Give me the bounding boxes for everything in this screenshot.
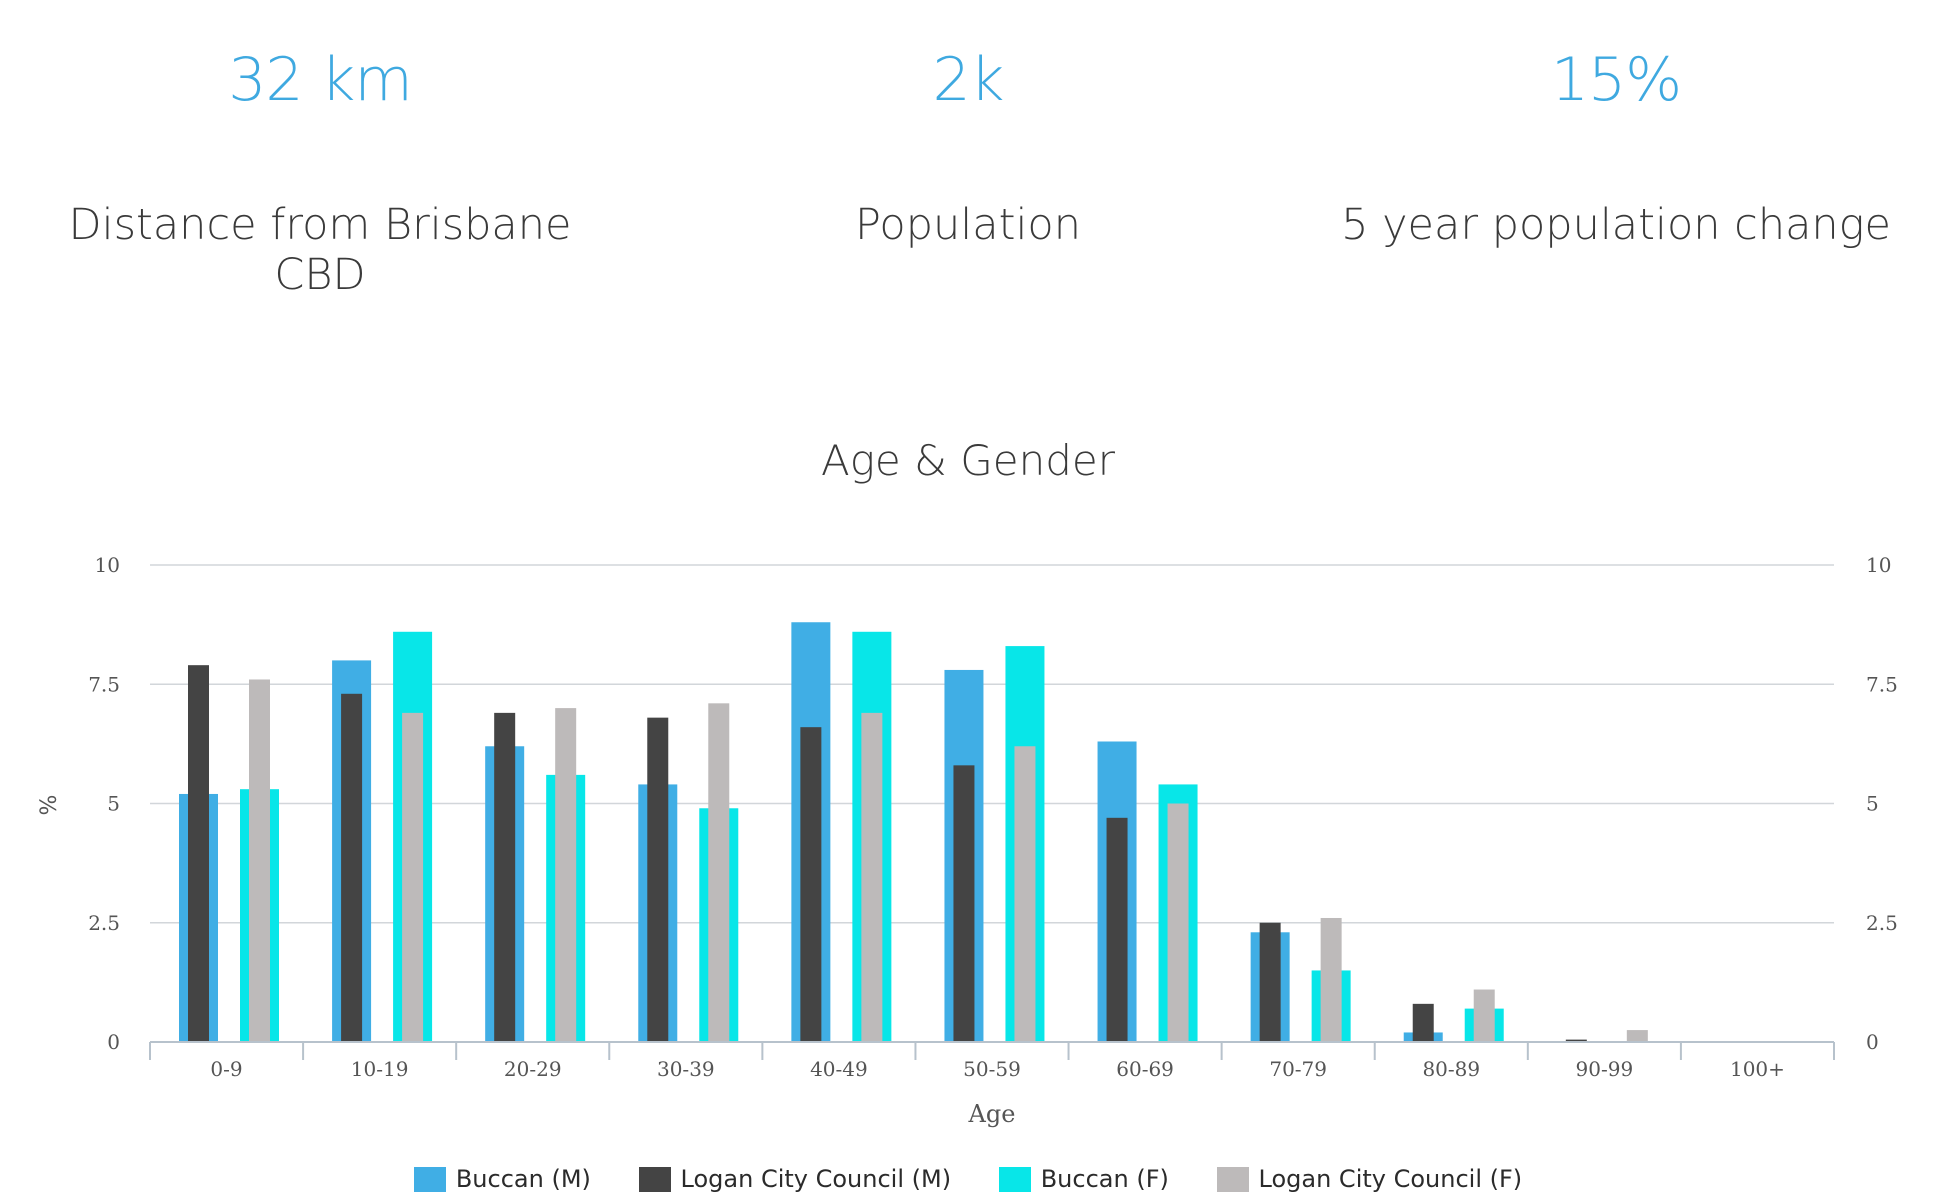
stat-value: 32 km (228, 45, 413, 115)
bar (249, 679, 270, 1042)
y-tick-label: 5 (1866, 792, 1879, 816)
stat-population: 2k Population (648, 40, 1288, 250)
y-tick-label: 7.5 (88, 672, 120, 696)
x-tick-label: 70-79 (1269, 1057, 1327, 1081)
bar (1320, 917, 1342, 1042)
x-axis: 0-9 10-19 20-29 30-39 40-49 50-59 60-69 70-79 80… (149, 1041, 1835, 1081)
bar (1106, 817, 1128, 1042)
legend-label: Buccan (F) (1040, 1165, 1169, 1193)
legend-item-logan-f[interactable]: Logan City Council (F) (1216, 1165, 1523, 1193)
chart-title: Age & Gender (821, 436, 1116, 485)
bar (188, 665, 209, 1042)
stat-label: Distance from Brisbane CBD (68, 200, 572, 300)
bar (1473, 989, 1495, 1042)
stat-label: Population (855, 200, 1081, 250)
y-tick-label: 10 (95, 553, 120, 577)
bar (494, 712, 516, 1042)
stats-row: 32 km Distance from Brisbane CBD 2k Popu… (0, 0, 1936, 300)
stat-population-change: 15% 5 year population change (1296, 40, 1936, 250)
legend-swatch (638, 1166, 671, 1192)
y-tick-label: 2.5 (1866, 911, 1898, 935)
x-axis-label: Age (968, 1100, 1016, 1128)
bar (1167, 803, 1189, 1042)
legend-item-buccan-f[interactable]: Buccan (F) (998, 1165, 1169, 1193)
x-tick-label: 60-69 (1116, 1057, 1174, 1081)
legend: Buccan (M) Logan City Council (M) Buccan… (0, 1165, 1936, 1198)
bar (1014, 746, 1036, 1042)
bar (1626, 1030, 1648, 1042)
x-tick-label: 0-9 (210, 1057, 242, 1081)
y-tick-label: 2.5 (88, 911, 120, 935)
y-tick-label: 10 (1866, 553, 1891, 577)
x-tick-label: 10-19 (351, 1057, 409, 1081)
legend-label: Buccan (M) (455, 1165, 591, 1193)
legend-item-logan-m[interactable]: Logan City Council (M) (638, 1165, 952, 1193)
legend-label: Logan City Council (F) (1258, 1165, 1523, 1193)
bar (402, 712, 424, 1042)
y-axis-label: % (37, 795, 62, 816)
stat-value: 2k (932, 45, 1005, 115)
bar (953, 765, 975, 1042)
y-tick-label: 0 (1866, 1030, 1879, 1054)
bar (555, 708, 577, 1042)
legend-swatch (998, 1166, 1031, 1192)
y-axis-right: 0 2.5 5 7.5 10 (1866, 553, 1898, 1054)
bar (800, 727, 822, 1042)
bar (647, 717, 669, 1042)
stat-value: 15% (1550, 45, 1682, 115)
x-tick-label: 30-39 (657, 1057, 715, 1081)
x-tick-label: 100+ (1730, 1057, 1785, 1081)
x-tick-label: 50-59 (963, 1057, 1021, 1081)
x-tick-label: 40-49 (810, 1057, 868, 1081)
x-tick-label: 20-29 (504, 1057, 562, 1081)
legend-swatch (413, 1166, 446, 1192)
legend-swatch (1216, 1166, 1249, 1192)
bar (708, 703, 730, 1042)
x-tick-label: 80-89 (1422, 1057, 1480, 1081)
y-axis-left: 0 2.5 5 7.5 10 (88, 553, 120, 1054)
bar (861, 712, 883, 1042)
bar (1259, 922, 1281, 1042)
bars (179, 622, 1648, 1042)
stat-label: 5 year population change (1341, 200, 1891, 250)
y-tick-label: 0 (107, 1030, 120, 1054)
bar (1412, 1003, 1434, 1042)
stat-distance: 32 km Distance from Brisbane CBD (0, 40, 640, 300)
bar (1565, 1039, 1587, 1042)
bar (341, 693, 363, 1042)
y-tick-label: 7.5 (1866, 672, 1898, 696)
x-tick-label: 90-99 (1576, 1057, 1634, 1081)
y-tick-label: 5 (107, 792, 120, 816)
legend-label: Logan City Council (M) (680, 1165, 952, 1193)
age-gender-chart: Age & Gender 0-9 10-19 20-29 30-39 40-49 50-5… (37, 436, 1898, 1128)
legend-item-buccan-m[interactable]: Buccan (M) (413, 1165, 591, 1193)
